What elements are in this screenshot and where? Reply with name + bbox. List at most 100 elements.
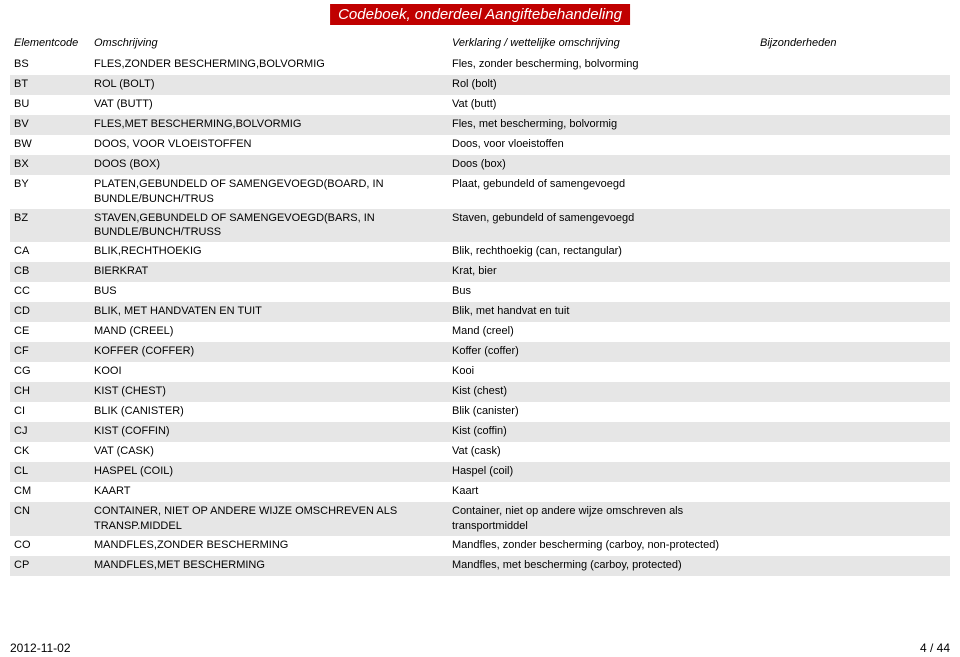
cell-code: BT	[12, 77, 94, 92]
table-header-row: Elementcode Omschrijving Verklaring / we…	[10, 34, 950, 55]
cell-explanation: Blik, met handvat en tuit	[452, 304, 760, 319]
footer-page-number: 4 / 44	[920, 641, 950, 655]
cell-description: ROL (BOLT)	[94, 77, 452, 92]
cell-explanation: Rol (bolt)	[452, 77, 760, 92]
cell-description: BLIK, MET HANDVATEN EN TUIT	[94, 304, 452, 319]
table-row: CFKOFFER (COFFER)Koffer (coffer)	[10, 342, 950, 362]
cell-description: MANDFLES,ZONDER BESCHERMING	[94, 538, 452, 553]
cell-description: MAND (CREEL)	[94, 324, 452, 339]
cell-explanation: Kist (chest)	[452, 384, 760, 399]
cell-description: KOFFER (COFFER)	[94, 344, 452, 359]
table-row: CJKIST (COFFIN)Kist (coffin)	[10, 422, 950, 442]
cell-explanation: Staven, gebundeld of samengevoegd	[452, 211, 760, 226]
cell-description: BUS	[94, 284, 452, 299]
col-header-explanation: Verklaring / wettelijke omschrijving	[452, 36, 760, 51]
cell-code: CM	[12, 484, 94, 499]
cell-description: HASPEL (COIL)	[94, 464, 452, 479]
cell-description: KIST (COFFIN)	[94, 424, 452, 439]
table-row: BUVAT (BUTT)Vat (butt)	[10, 95, 950, 115]
cell-code: CC	[12, 284, 94, 299]
cell-description: BLIK (CANISTER)	[94, 404, 452, 419]
table-row: BSFLES,ZONDER BESCHERMING,BOLVORMIGFles,…	[10, 55, 950, 75]
code-table: Elementcode Omschrijving Verklaring / we…	[10, 34, 950, 635]
cell-code: BZ	[12, 211, 94, 226]
cell-explanation: Kist (coffin)	[452, 424, 760, 439]
cell-description: KAART	[94, 484, 452, 499]
cell-explanation: Mandfles, zonder bescherming (carboy, no…	[452, 538, 760, 553]
table-row: CHKIST (CHEST)Kist (chest)	[10, 382, 950, 402]
col-header-code: Elementcode	[12, 36, 94, 51]
table-row: BVFLES,MET BESCHERMING,BOLVORMIGFles, me…	[10, 115, 950, 135]
cell-explanation: Kooi	[452, 364, 760, 379]
table-row: BXDOOS (BOX)Doos (box)	[10, 155, 950, 175]
cell-code: BY	[12, 177, 94, 192]
table-row: CABLIK,RECHTHOEKIGBlik, rechthoekig (can…	[10, 242, 950, 262]
table-row: CNCONTAINER, NIET OP ANDERE WIJZE OMSCHR…	[10, 502, 950, 536]
cell-code: BX	[12, 157, 94, 172]
cell-code: CE	[12, 324, 94, 339]
cell-code: CA	[12, 244, 94, 259]
cell-explanation: Krat, bier	[452, 264, 760, 279]
cell-code: CI	[12, 404, 94, 419]
cell-code: CH	[12, 384, 94, 399]
cell-description: KOOI	[94, 364, 452, 379]
cell-description: MANDFLES,MET BESCHERMING	[94, 558, 452, 573]
cell-explanation: Blik (canister)	[452, 404, 760, 419]
cell-code: CD	[12, 304, 94, 319]
cell-code: CG	[12, 364, 94, 379]
page-title: Codeboek, onderdeel Aangiftebehandeling	[330, 4, 630, 25]
cell-code: CF	[12, 344, 94, 359]
cell-explanation: Doos, voor vloeistoffen	[452, 137, 760, 152]
cell-code: CL	[12, 464, 94, 479]
footer-date: 2012-11-02	[10, 641, 71, 655]
cell-explanation: Container, niet op andere wijze omschrev…	[452, 504, 760, 534]
cell-explanation: Blik, rechthoekig (can, rectangular)	[452, 244, 760, 259]
cell-code: BV	[12, 117, 94, 132]
cell-description: KIST (CHEST)	[94, 384, 452, 399]
table-row: CLHASPEL (COIL)Haspel (coil)	[10, 462, 950, 482]
cell-description: VAT (CASK)	[94, 444, 452, 459]
cell-description: BLIK,RECHTHOEKIG	[94, 244, 452, 259]
cell-description: BIERKRAT	[94, 264, 452, 279]
cell-explanation: Haspel (coil)	[452, 464, 760, 479]
cell-description: FLES,ZONDER BESCHERMING,BOLVORMIG	[94, 57, 452, 72]
page-footer: 2012-11-02 4 / 44	[10, 641, 950, 655]
table-row: CDBLIK, MET HANDVATEN EN TUITBlik, met h…	[10, 302, 950, 322]
cell-explanation: Doos (box)	[452, 157, 760, 172]
table-row: CBBIERKRATKrat, bier	[10, 262, 950, 282]
cell-code: CO	[12, 538, 94, 553]
table-row: CEMAND (CREEL)Mand (creel)	[10, 322, 950, 342]
cell-explanation: Mand (creel)	[452, 324, 760, 339]
cell-explanation: Vat (butt)	[452, 97, 760, 112]
cell-description: DOOS (BOX)	[94, 157, 452, 172]
table-row: COMANDFLES,ZONDER BESCHERMINGMandfles, z…	[10, 536, 950, 556]
cell-code: CK	[12, 444, 94, 459]
table-row: BWDOOS, VOOR VLOEISTOFFENDoos, voor vloe…	[10, 135, 950, 155]
table-row: BZSTAVEN,GEBUNDELD OF SAMENGEVOEGD(BARS,…	[10, 209, 950, 243]
table-row: CKVAT (CASK)Vat (cask)	[10, 442, 950, 462]
cell-description: FLES,MET BESCHERMING,BOLVORMIG	[94, 117, 452, 132]
cell-description: VAT (BUTT)	[94, 97, 452, 112]
table-row: CIBLIK (CANISTER)Blik (canister)	[10, 402, 950, 422]
cell-code: CN	[12, 504, 94, 519]
table-row: BTROL (BOLT)Rol (bolt)	[10, 75, 950, 95]
cell-explanation: Vat (cask)	[452, 444, 760, 459]
cell-description: CONTAINER, NIET OP ANDERE WIJZE OMSCHREV…	[94, 504, 452, 534]
table-row: BYPLATEN,GEBUNDELD OF SAMENGEVOEGD(BOARD…	[10, 175, 950, 209]
col-header-desc: Omschrijving	[94, 36, 452, 51]
cell-code: BW	[12, 137, 94, 152]
cell-code: CJ	[12, 424, 94, 439]
cell-description: PLATEN,GEBUNDELD OF SAMENGEVOEGD(BOARD, …	[94, 177, 452, 207]
table-row: CCBUSBus	[10, 282, 950, 302]
cell-explanation: Koffer (coffer)	[452, 344, 760, 359]
cell-explanation: Plaat, gebundeld of samengevoegd	[452, 177, 760, 192]
cell-explanation: Fles, zonder bescherming, bolvorming	[452, 57, 760, 72]
cell-code: BU	[12, 97, 94, 112]
cell-explanation: Kaart	[452, 484, 760, 499]
cell-explanation: Bus	[452, 284, 760, 299]
table-row: CPMANDFLES,MET BESCHERMINGMandfles, met …	[10, 556, 950, 576]
table-row: CMKAARTKaart	[10, 482, 950, 502]
cell-code: BS	[12, 57, 94, 72]
cell-description: STAVEN,GEBUNDELD OF SAMENGEVOEGD(BARS, I…	[94, 211, 452, 241]
page: Codeboek, onderdeel Aangiftebehandeling …	[0, 0, 960, 657]
